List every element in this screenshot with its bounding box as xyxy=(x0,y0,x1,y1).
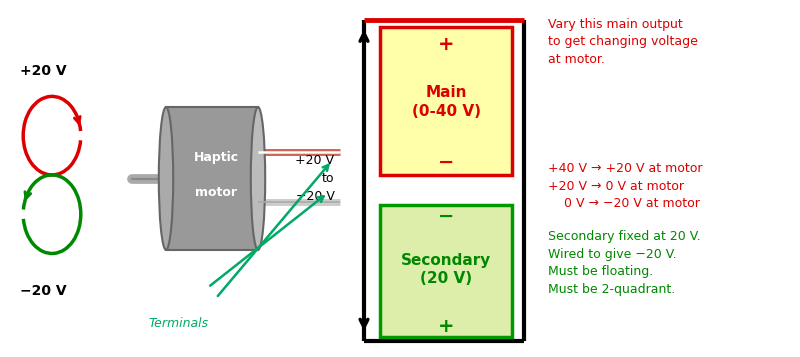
Text: Secondary
(20 V): Secondary (20 V) xyxy=(401,253,491,286)
Text: Secondary fixed at 20 V.
Wired to give −20 V.
Must be floating.
Must be 2-quadra: Secondary fixed at 20 V. Wired to give −… xyxy=(548,230,701,296)
Text: +20 V: +20 V xyxy=(20,64,66,79)
Text: −: − xyxy=(438,206,454,226)
Text: Terminals: Terminals xyxy=(148,317,208,330)
Text: +: + xyxy=(438,317,454,336)
Text: +: + xyxy=(438,35,454,54)
Text: −: − xyxy=(438,153,454,172)
Text: +40 V → +20 V at motor
+20 V → 0 V at motor
    0 V → −20 V at motor: +40 V → +20 V at motor +20 V → 0 V at mo… xyxy=(548,162,702,210)
Text: −20 V: −20 V xyxy=(20,284,66,298)
Bar xyxy=(166,107,258,250)
Text: Haptic: Haptic xyxy=(194,151,238,164)
Bar xyxy=(380,27,512,175)
Text: Main
(0-40 V): Main (0-40 V) xyxy=(411,85,481,119)
Ellipse shape xyxy=(158,107,174,250)
Text: motor: motor xyxy=(195,186,237,199)
Ellipse shape xyxy=(251,107,266,250)
Text: +20 V
to
−20 V: +20 V to −20 V xyxy=(295,154,334,203)
Text: Vary this main output
to get changing voltage
at motor.: Vary this main output to get changing vo… xyxy=(548,18,698,66)
Bar xyxy=(380,205,512,337)
